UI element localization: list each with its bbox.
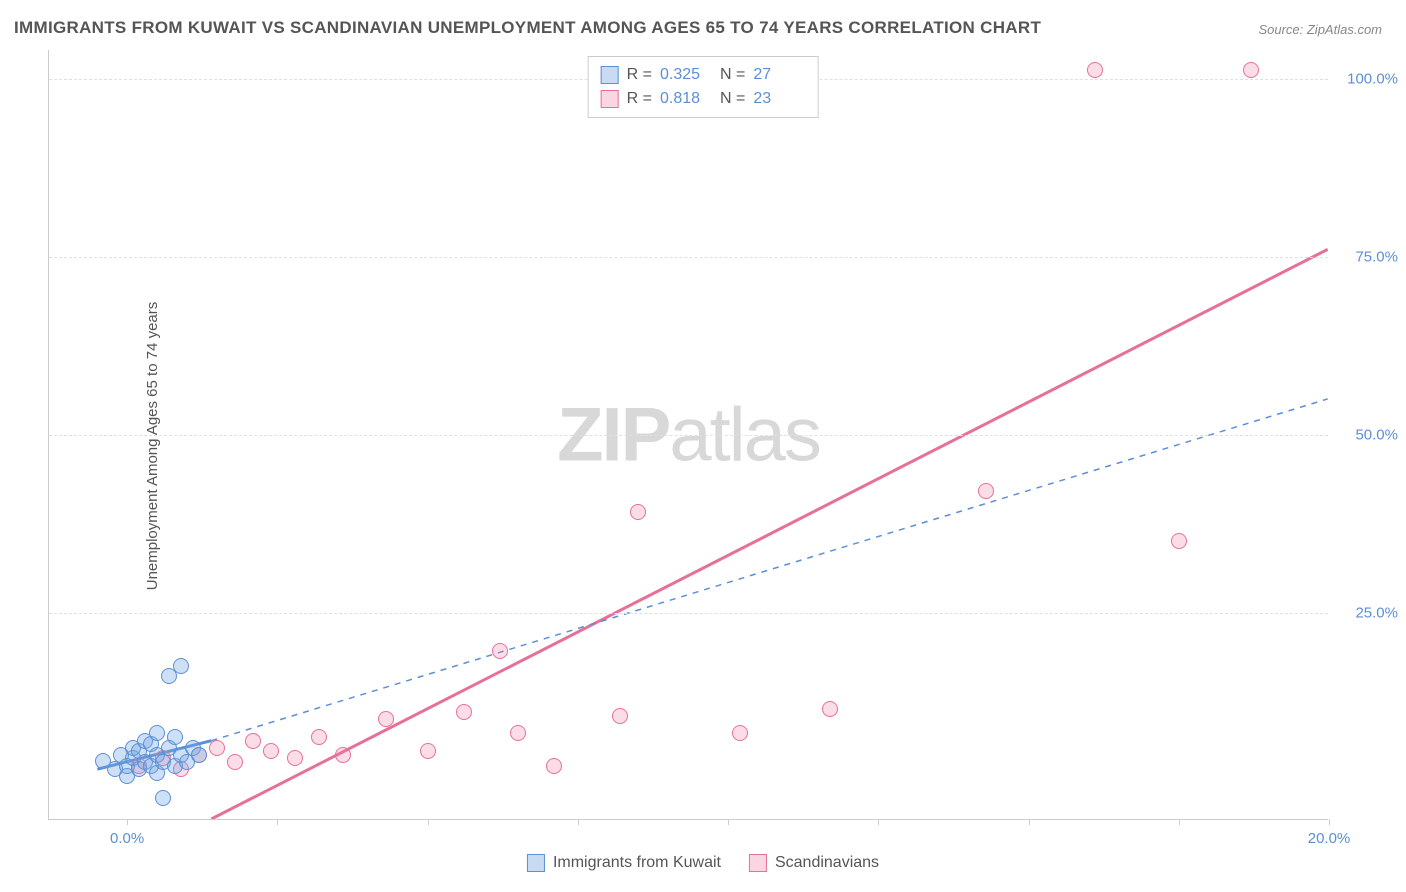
data-point	[378, 711, 394, 727]
data-point	[612, 708, 628, 724]
data-point	[287, 750, 303, 766]
data-point	[732, 725, 748, 741]
data-point	[149, 725, 165, 741]
x-tick	[127, 819, 128, 825]
y-tick-label: 25.0%	[1355, 605, 1398, 622]
data-point	[546, 758, 562, 774]
x-tick	[728, 819, 729, 825]
chart-title: IMMIGRANTS FROM KUWAIT VS SCANDINAVIAN U…	[14, 18, 1041, 38]
data-point	[245, 733, 261, 749]
data-point	[311, 729, 327, 745]
x-tick	[428, 819, 429, 825]
x-tick	[1179, 819, 1180, 825]
data-point	[167, 729, 183, 745]
data-point	[510, 725, 526, 741]
data-point	[630, 504, 646, 520]
legend-item-blue: Immigrants from Kuwait	[527, 854, 721, 872]
x-tick	[578, 819, 579, 825]
x-tick-label: 0.0%	[110, 830, 144, 847]
data-point	[155, 790, 171, 806]
stats-legend: R = 0.325 N = 27 R = 0.818 N = 23	[588, 56, 819, 118]
legend-item-pink: Scandinavians	[749, 854, 879, 872]
swatch-blue-icon	[527, 854, 545, 872]
gridline-h	[49, 257, 1328, 258]
swatch-pink-icon	[749, 854, 767, 872]
data-point	[209, 740, 225, 756]
swatch-blue-icon	[601, 66, 619, 84]
gridline-h	[49, 613, 1328, 614]
data-point	[456, 704, 472, 720]
data-point	[420, 743, 436, 759]
y-tick-label: 50.0%	[1355, 427, 1398, 444]
stats-row-pink: R = 0.818 N = 23	[601, 87, 806, 111]
swatch-pink-icon	[601, 90, 619, 108]
chart-container: IMMIGRANTS FROM KUWAIT VS SCANDINAVIAN U…	[0, 0, 1406, 892]
x-tick	[1329, 819, 1330, 825]
gridline-h	[49, 435, 1328, 436]
x-tick	[1029, 819, 1030, 825]
data-point	[1243, 62, 1259, 78]
x-tick-label: 20.0%	[1308, 830, 1351, 847]
x-tick	[277, 819, 278, 825]
plot-area: ZIPatlas 25.0%50.0%75.0%100.0%0.0%20.0%	[48, 50, 1328, 820]
data-point	[1171, 533, 1187, 549]
y-tick-label: 75.0%	[1355, 248, 1398, 265]
y-tick-label: 100.0%	[1347, 70, 1398, 87]
data-point	[227, 754, 243, 770]
data-point	[263, 743, 279, 759]
data-point	[191, 747, 207, 763]
series-legend: Immigrants from Kuwait Scandinavians	[527, 854, 879, 872]
stats-row-blue: R = 0.325 N = 27	[601, 63, 806, 87]
data-point	[978, 483, 994, 499]
data-point	[822, 701, 838, 717]
data-point	[1087, 62, 1103, 78]
data-point	[173, 658, 189, 674]
data-point	[335, 747, 351, 763]
source-label: Source: ZipAtlas.com	[1258, 22, 1382, 37]
data-point	[492, 643, 508, 659]
x-tick	[878, 819, 879, 825]
